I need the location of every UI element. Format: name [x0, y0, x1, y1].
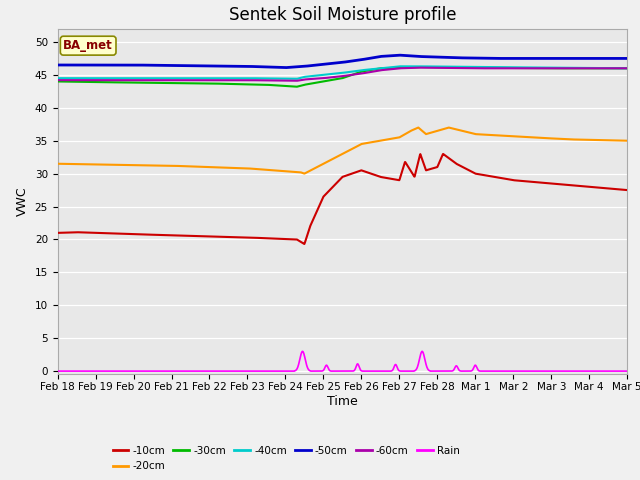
-40cm — [316, 72, 324, 78]
-40cm — [607, 65, 615, 71]
-60cm — [607, 65, 615, 71]
X-axis label: Time: Time — [327, 395, 358, 408]
Rain — [331, 368, 339, 374]
-60cm — [623, 65, 631, 71]
-20cm — [415, 125, 422, 131]
-50cm — [83, 62, 90, 68]
Line: -30cm: -30cm — [58, 67, 627, 87]
-50cm — [623, 56, 631, 61]
-30cm — [607, 65, 615, 71]
-30cm — [607, 65, 615, 71]
-50cm — [607, 56, 615, 61]
-10cm — [316, 202, 324, 208]
-40cm — [293, 76, 301, 82]
Line: Rain: Rain — [58, 351, 627, 371]
-60cm — [331, 74, 339, 80]
Line: -60cm: -60cm — [58, 68, 627, 81]
-20cm — [54, 161, 61, 167]
Rain — [316, 368, 323, 374]
-60cm — [316, 75, 324, 81]
-40cm — [503, 64, 511, 70]
Y-axis label: VWC: VWC — [16, 187, 29, 216]
Line: -10cm: -10cm — [58, 154, 627, 244]
-40cm — [623, 65, 631, 71]
-30cm — [503, 65, 511, 71]
-60cm — [293, 78, 301, 84]
Rain — [607, 368, 615, 374]
Rain — [623, 368, 631, 374]
-10cm — [503, 176, 511, 182]
-20cm — [331, 155, 339, 161]
-10cm — [623, 187, 631, 193]
-10cm — [331, 182, 339, 188]
-60cm — [83, 77, 90, 83]
-20cm — [301, 171, 308, 177]
-20cm — [607, 137, 615, 143]
-60cm — [503, 65, 511, 71]
-10cm — [439, 151, 447, 157]
-30cm — [331, 77, 339, 83]
Rain — [502, 368, 510, 374]
Rain — [83, 368, 90, 374]
-10cm — [301, 241, 308, 247]
-50cm — [331, 60, 339, 66]
Line: -20cm: -20cm — [58, 128, 627, 174]
-20cm — [83, 161, 90, 167]
Line: -50cm: -50cm — [58, 55, 627, 68]
-60cm — [415, 65, 422, 71]
-20cm — [607, 137, 615, 143]
-20cm — [316, 163, 324, 168]
-40cm — [331, 71, 339, 77]
-30cm — [54, 79, 61, 84]
-30cm — [415, 64, 422, 70]
-50cm — [503, 56, 511, 61]
-60cm — [54, 77, 61, 83]
-30cm — [623, 65, 631, 71]
-30cm — [293, 84, 301, 90]
-10cm — [83, 229, 90, 235]
-10cm — [607, 186, 615, 192]
-50cm — [396, 52, 403, 58]
-50cm — [282, 65, 289, 71]
Line: -40cm: -40cm — [58, 66, 627, 79]
-10cm — [54, 230, 61, 236]
Rain — [54, 368, 61, 374]
Text: BA_met: BA_met — [63, 39, 113, 52]
-50cm — [54, 62, 61, 68]
-40cm — [396, 63, 403, 69]
Rain — [418, 348, 426, 354]
-40cm — [54, 75, 61, 81]
-10cm — [607, 186, 615, 192]
-20cm — [623, 138, 631, 144]
-50cm — [316, 62, 324, 68]
Legend: -10cm, -20cm, -30cm, -40cm, -50cm, -60cm, Rain: -10cm, -20cm, -30cm, -40cm, -50cm, -60cm… — [108, 442, 464, 475]
-30cm — [316, 79, 324, 85]
-40cm — [83, 75, 90, 81]
-30cm — [83, 79, 90, 85]
Title: Sentek Soil Moisture profile: Sentek Soil Moisture profile — [228, 6, 456, 24]
-40cm — [607, 65, 615, 71]
-20cm — [503, 133, 511, 139]
-60cm — [607, 65, 615, 71]
-50cm — [607, 56, 615, 61]
Rain — [607, 368, 614, 374]
